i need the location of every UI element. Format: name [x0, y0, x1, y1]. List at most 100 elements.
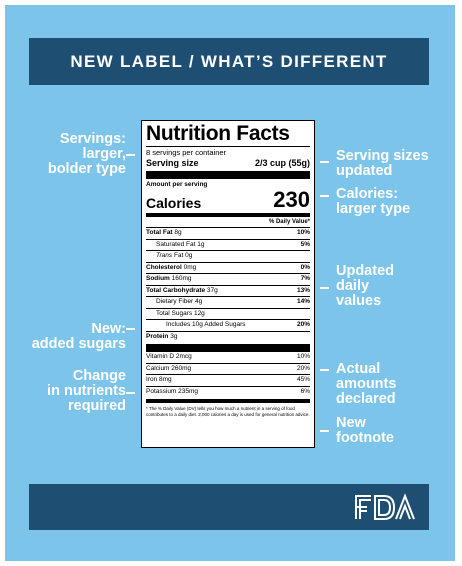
- label-title: Nutrition Facts: [146, 122, 290, 145]
- divider-medium: [146, 399, 310, 403]
- nutrient-name: Saturated Fat: [156, 240, 196, 248]
- annotation-line: Calories:: [336, 186, 399, 202]
- calories-label: Calories: [146, 195, 202, 211]
- annotation-dash: [320, 161, 329, 163]
- vitamin-row: Vitamin D 2mcg 10%: [146, 352, 310, 363]
- vitamin-pct: 10%: [296, 353, 310, 360]
- nutrient-row: Protein 3g: [146, 330, 310, 343]
- annotation-dash: [320, 287, 329, 289]
- nutrient-pct: 7%: [300, 275, 310, 282]
- annotation-line: Serving sizes: [336, 148, 429, 164]
- header-title: NEW LABEL / WHAT’S DIFFERENT: [70, 51, 388, 71]
- divider-medium: [146, 213, 310, 217]
- annotation-line: Updated: [336, 263, 394, 279]
- nutrient-amount: Fat 0g: [173, 252, 193, 259]
- footer-bar: [29, 484, 429, 530]
- nutrient-row: Cholesterol 0mg 0%: [146, 261, 310, 274]
- annotation-line: bolder type: [47, 161, 126, 177]
- nutrient-name: Dietary Fiber: [156, 298, 194, 305]
- nutrient-pct: 20%: [296, 321, 310, 328]
- serving-size-label: Serving size: [146, 158, 199, 168]
- serving-size-value: 2/3 cup (55g): [254, 158, 310, 168]
- nutrient-row: Dietary Fiber 4g 14%: [146, 296, 310, 308]
- annotation-actual-amounts: Actual amounts declared: [336, 362, 396, 407]
- nutrient-amount: 3g: [170, 332, 178, 340]
- annotation-line: values: [336, 293, 382, 309]
- nutrient-row: Total Fat 8g 10%: [146, 227, 310, 239]
- annotation-footnote: New footnote: [336, 416, 394, 446]
- annotation-line: added sugars: [31, 336, 126, 352]
- annotation-line: New: [336, 415, 366, 431]
- vitamin-pct: 45%: [296, 376, 310, 383]
- vitamin-row: Potassium 235mg 6%: [146, 385, 310, 398]
- nutrient-amount: 0mg: [183, 263, 197, 271]
- nutrient-pct: 5%: [300, 240, 310, 248]
- nutrient-row: Includes 10g Added Sugars 20%: [146, 319, 310, 331]
- vitamin-row: Iron 8mg 45%: [146, 374, 310, 386]
- nutrient-pct: 13%: [296, 286, 310, 294]
- fda-logo-icon: [355, 493, 415, 520]
- header-bar: NEW LABEL / WHAT’S DIFFERENT: [29, 38, 429, 85]
- daily-value-header: % Daily Value*: [268, 219, 310, 225]
- nutrient-amount: 160mg: [171, 275, 192, 282]
- nutrient-pct: 14%: [296, 298, 310, 305]
- label-footnote: * The % Daily Value (DV) tells you how m…: [146, 406, 310, 417]
- annotation-daily-values: Updated daily values: [336, 264, 394, 309]
- nutrient-amount: 1g: [197, 240, 205, 248]
- annotation-dash: [126, 154, 135, 156]
- servings-per-container: 8 servings per container: [146, 148, 227, 157]
- annotation-dash: [126, 328, 135, 330]
- nutrient-name: Protein: [146, 332, 169, 340]
- annotation-servings: Servings: larger, bolder type: [48, 132, 126, 177]
- nutrient-amount: 8g: [174, 229, 182, 236]
- serving-size-row: Serving size 2/3 cup (55g): [146, 158, 310, 169]
- annotation-nutrients-required: Change in nutrients required: [47, 369, 126, 414]
- annotation-line: Servings:: [59, 131, 126, 147]
- nutrient-name: Trans: [156, 252, 173, 259]
- annotation-calories: Calories: larger type: [336, 187, 410, 217]
- nutrient-name: Sodium: [146, 275, 170, 282]
- nutrient-row: Total Carbohydrate 37g 13%: [146, 284, 310, 297]
- annotation-line: declared: [336, 391, 396, 407]
- calories-row: Calories 230: [146, 187, 310, 212]
- nutrient-name: Includes 10g Added Sugars: [166, 321, 246, 328]
- nutrient-row: Total Sugars 12g: [146, 307, 310, 320]
- annotation-line: larger,: [82, 146, 126, 162]
- calories-value: 230: [273, 187, 310, 212]
- annotation-line: in nutrients: [47, 383, 126, 399]
- nutrient-name: Cholesterol: [146, 263, 182, 271]
- nutrient-row: Saturated Fat 1g 5%: [146, 238, 310, 251]
- annotation-dash: [320, 195, 329, 197]
- vitamin-text: Calcium 260mg: [146, 364, 192, 372]
- divider-thick: [146, 344, 310, 352]
- amount-per-serving: Amount per serving: [146, 181, 208, 188]
- annotation-line: Change: [72, 368, 126, 384]
- annotation-line: amounts: [336, 376, 397, 392]
- annotation-line: updated: [336, 163, 393, 179]
- annotation-line: larger type: [336, 201, 411, 217]
- nutrient-name: Total Fat: [146, 229, 173, 236]
- nutrient-amount: 4g: [195, 298, 203, 305]
- vitamin-text: Iron 8mg: [146, 376, 172, 383]
- annotation-added-sugars: New: added sugars: [32, 322, 126, 352]
- vitamin-pct: 6%: [300, 387, 310, 395]
- nutrient-amount: 37g: [206, 286, 218, 294]
- divider-thick: [146, 171, 310, 179]
- nutrition-label: Nutrition Facts 8 servings per container…: [141, 120, 315, 448]
- vitamin-text: Vitamin D 2mcg: [146, 353, 192, 360]
- nutrient-pct: 10%: [296, 229, 310, 236]
- nutrient-row: Trans Fat 0g: [146, 250, 310, 262]
- vitamin-row: Calcium 260mg 20%: [146, 362, 310, 375]
- annotation-dash: [320, 430, 329, 432]
- nutrient-amount: 12g: [193, 309, 205, 317]
- annotation-line: daily: [336, 278, 370, 294]
- nutrient-pct: 0%: [300, 263, 310, 271]
- vitamin-text: Potassium 235mg: [146, 387, 199, 395]
- divider: [146, 146, 310, 147]
- vitamin-pct: 20%: [296, 364, 310, 372]
- annotation-dash: [126, 392, 135, 394]
- annotation-line: New:: [91, 321, 126, 337]
- nutrient-name: Total Carbohydrate: [146, 286, 206, 294]
- annotation-line: required: [67, 398, 126, 414]
- annotation-dash: [320, 369, 329, 371]
